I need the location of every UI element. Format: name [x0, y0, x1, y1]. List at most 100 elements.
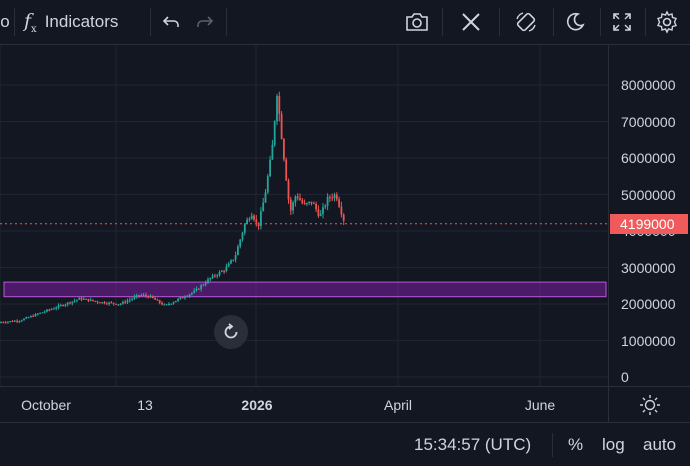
- candle-body: [115, 303, 117, 305]
- candle-body: [283, 138, 285, 160]
- candle-body: [131, 298, 133, 300]
- candle-body: [135, 295, 138, 297]
- candle-body: [333, 194, 336, 199]
- divider: [645, 8, 646, 36]
- rotate-button[interactable]: [511, 0, 541, 44]
- candle-body: [234, 255, 237, 260]
- partial-tab-label[interactable]: o: [0, 12, 10, 31]
- screenshot-button[interactable]: [401, 0, 433, 44]
- candle-body: [220, 270, 223, 272]
- divider: [226, 8, 227, 36]
- candle-body: [301, 200, 304, 204]
- indicators-button[interactable]: fx Indicators: [24, 0, 150, 44]
- chart-pane[interactable]: [0, 45, 608, 386]
- current-price-label: 4199000: [610, 213, 688, 234]
- candle-body: [36, 313, 39, 315]
- gear-icon: [657, 10, 677, 34]
- candle-body: [223, 270, 225, 272]
- candle-body: [147, 296, 150, 298]
- candle-body: [253, 215, 255, 220]
- undo-button[interactable]: [158, 0, 184, 44]
- price-axis[interactable]: 8000000700000060000005000000400000030000…: [608, 45, 690, 386]
- candle-body: [18, 321, 21, 323]
- candle-body: [78, 297, 81, 300]
- candle-body: [250, 215, 253, 220]
- candle-body: [94, 300, 97, 302]
- candle-body: [7, 321, 9, 323]
- candle-body: [174, 300, 177, 303]
- clock-timezone[interactable]: 15:34:57 (UTC): [414, 434, 532, 454]
- candle-body: [99, 302, 101, 304]
- refresh-icon: [224, 323, 238, 339]
- candle-body: [126, 300, 129, 303]
- candle-body: [322, 207, 324, 214]
- candle-body: [87, 298, 90, 302]
- candle-body: [285, 159, 288, 181]
- candle-body: [331, 197, 334, 199]
- x-tick-label: June: [524, 397, 556, 413]
- fullscreen-button[interactable]: [607, 0, 637, 44]
- candle-body: [27, 317, 30, 319]
- candle-body: [230, 260, 232, 264]
- candle-body: [13, 320, 16, 322]
- divider: [552, 433, 553, 457]
- settings-button[interactable]: [652, 0, 682, 44]
- candle-body: [57, 305, 60, 308]
- candle-body: [227, 263, 230, 267]
- candle-body: [71, 301, 74, 304]
- candle-body: [158, 300, 161, 303]
- candle-body: [165, 304, 168, 306]
- candle-body: [241, 232, 244, 240]
- candle-body: [101, 302, 104, 304]
- time-axis[interactable]: October 13 2026 April June: [0, 386, 608, 423]
- auto-scale-toggle[interactable]: auto: [643, 434, 677, 454]
- candle-body: [186, 296, 189, 298]
- candle-body: [66, 302, 69, 305]
- candle-body: [73, 300, 76, 302]
- close-button[interactable]: [456, 0, 486, 44]
- candle-body: [50, 308, 53, 310]
- candle-body: [62, 305, 64, 307]
- candle-body: [96, 301, 99, 303]
- candle-body: [191, 292, 193, 295]
- candle-body: [117, 304, 120, 306]
- candle-body: [218, 271, 221, 276]
- redo-button[interactable]: [192, 0, 218, 44]
- candle-body: [214, 275, 216, 277]
- candle-body: [23, 318, 25, 321]
- candle-body: [193, 290, 196, 293]
- candle-body: [177, 298, 179, 301]
- candle-body: [216, 275, 219, 277]
- candle-body: [232, 259, 235, 261]
- candle-body: [280, 113, 283, 139]
- candle-body: [53, 308, 55, 310]
- candle-body: [149, 295, 152, 298]
- candle-body: [39, 312, 41, 314]
- candle-body: [225, 266, 228, 272]
- candle-body: [209, 278, 212, 280]
- theme-toggle[interactable]: [560, 0, 590, 44]
- candle-body: [105, 303, 108, 305]
- candle-body: [124, 301, 127, 303]
- fullscreen-icon: [613, 13, 631, 31]
- candle-body: [128, 299, 131, 301]
- axis-settings-button[interactable]: [608, 386, 690, 423]
- reset-chart-button[interactable]: [214, 315, 248, 349]
- candle-body: [299, 198, 301, 201]
- x-tick-label: 13: [137, 397, 153, 413]
- percent-scale-toggle[interactable]: %: [568, 434, 584, 454]
- candle-body: [43, 311, 46, 313]
- candle-body: [9, 321, 12, 323]
- candlestick-chart[interactable]: [0, 45, 608, 386]
- candle-body: [239, 239, 242, 247]
- log-scale-toggle[interactable]: log: [602, 434, 625, 454]
- y-tick-label: 5000000: [621, 186, 676, 203]
- candle-body: [312, 203, 315, 205]
- candle-body: [20, 320, 23, 322]
- candle-body: [211, 275, 214, 279]
- candle-body: [264, 192, 267, 203]
- camera-icon: [406, 13, 428, 31]
- divider: [442, 8, 443, 36]
- candle-body: [197, 288, 200, 290]
- candle-body: [151, 295, 154, 298]
